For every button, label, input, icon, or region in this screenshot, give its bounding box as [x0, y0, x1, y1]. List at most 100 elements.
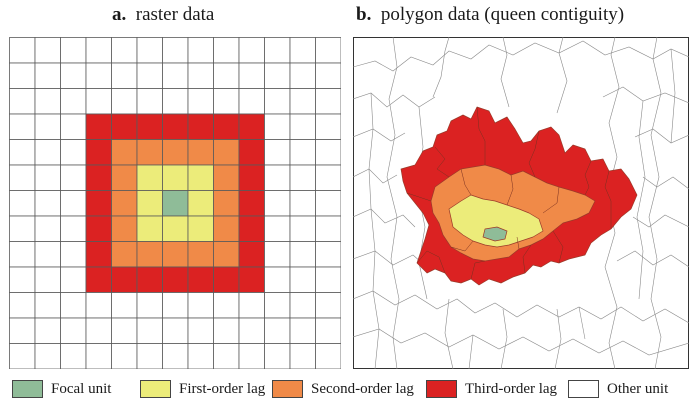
raster-cell-lag2 [187, 139, 214, 166]
raster-cell-other [136, 88, 163, 115]
raster-cell-other [264, 266, 291, 293]
raster-cell-lag3 [238, 241, 265, 268]
raster-cell-other [187, 343, 214, 369]
raster-cell-other [264, 88, 291, 115]
raster-cell-other [187, 62, 214, 89]
panel-a-label: raster data [135, 4, 215, 25]
raster-cell-other [315, 241, 341, 268]
raster-cell-other [315, 317, 341, 344]
legend-label-first-order: First-order lag [179, 380, 266, 397]
raster-cell-other [315, 215, 341, 242]
raster-cell-other [111, 37, 138, 64]
raster-cell-lag3 [238, 190, 265, 217]
raster-cell-lag2 [136, 139, 163, 166]
legend-label-other: Other unit [607, 380, 669, 397]
raster-cell-other [85, 37, 112, 64]
raster-cell-other [289, 139, 316, 166]
raster-cell-other [187, 317, 214, 344]
raster-cell-other [9, 317, 36, 344]
raster-cell-other [162, 292, 189, 319]
raster-cell-lag3 [136, 113, 163, 140]
raster-cell-other [289, 215, 316, 242]
raster-cell-other [315, 139, 341, 166]
raster-cell-lag1 [136, 190, 163, 217]
raster-cell-other [289, 113, 316, 140]
raster-cell-lag3 [187, 266, 214, 293]
raster-cell-other [136, 62, 163, 89]
raster-cell-other [60, 37, 87, 64]
raster-cell-other [187, 292, 214, 319]
raster-cell-other [238, 317, 265, 344]
lag-internal-boundaries [406, 106, 612, 280]
raster-cell-lag2 [213, 164, 240, 191]
raster-cell-other [111, 317, 138, 344]
raster-cell-other [34, 164, 61, 191]
raster-cell-lag3 [85, 241, 112, 268]
raster-cell-other [60, 215, 87, 242]
legend-label-second-order: Second-order lag [311, 380, 414, 397]
raster-cell-lag2 [111, 190, 138, 217]
raster-cell-other [315, 62, 341, 89]
raster-cell-other [187, 88, 214, 115]
raster-cell-lag3 [136, 266, 163, 293]
raster-cell-lag2 [162, 241, 189, 268]
raster-cell-other [9, 164, 36, 191]
raster-cell-lag3 [85, 139, 112, 166]
raster-cell-other [264, 292, 291, 319]
raster-cell-other [85, 343, 112, 369]
raster-cell-lag2 [187, 241, 214, 268]
raster-cell-lag3 [213, 266, 240, 293]
raster-cell-other [34, 139, 61, 166]
raster-cell-other [289, 37, 316, 64]
raster-cell-other [315, 343, 341, 369]
raster-cell-other [238, 88, 265, 115]
raster-cell-other [111, 88, 138, 115]
raster-cell-other [60, 292, 87, 319]
raster-cell-other [111, 62, 138, 89]
panel-a-letter: a. [112, 4, 127, 25]
raster-cell-other [213, 292, 240, 319]
legend-swatch-third-order [426, 380, 457, 398]
raster-cell-lag3 [238, 266, 265, 293]
legend-item-focal: Focal unit [12, 380, 111, 398]
raster-cell-lag3 [162, 266, 189, 293]
raster-cell-other [289, 88, 316, 115]
panel-b-label: polygon data (queen contiguity) [380, 4, 625, 25]
raster-cell-other [136, 292, 163, 319]
raster-cell-other [60, 343, 87, 369]
raster-cell-other [9, 266, 36, 293]
raster-cell-other [289, 241, 316, 268]
raster-cell-lag2 [136, 241, 163, 268]
raster-cell-other [238, 62, 265, 89]
raster-cell-other [162, 343, 189, 369]
panel-b-letter: b. [356, 4, 372, 25]
raster-cell-lag2 [111, 241, 138, 268]
raster-cell-lag2 [213, 241, 240, 268]
raster-cell-other [315, 266, 341, 293]
raster-cell-other [315, 88, 341, 115]
raster-cell-other [264, 317, 291, 344]
raster-cell-other [162, 88, 189, 115]
lag-polygons [400, 106, 638, 286]
raster-cell-other [315, 164, 341, 191]
raster-cell-other [264, 62, 291, 89]
raster-cell-other [264, 139, 291, 166]
raster-cell-other [60, 113, 87, 140]
raster-cell-other [85, 317, 112, 344]
raster-cell-lag1 [136, 215, 163, 242]
raster-cell-lag3 [238, 164, 265, 191]
raster-cell-other [264, 241, 291, 268]
raster-cell-other [264, 164, 291, 191]
raster-cell-other [9, 190, 36, 217]
raster-cell-other [9, 241, 36, 268]
raster-cell-other [34, 62, 61, 89]
raster-cell-other [315, 113, 341, 140]
raster-cell-lag3 [111, 266, 138, 293]
raster-cell-lag2 [213, 190, 240, 217]
raster-cell-lag3 [162, 113, 189, 140]
raster-cell-other [213, 317, 240, 344]
raster-cell-other [9, 292, 36, 319]
raster-cell-other [162, 37, 189, 64]
raster-cell-other [213, 37, 240, 64]
raster-cell-other [289, 343, 316, 369]
